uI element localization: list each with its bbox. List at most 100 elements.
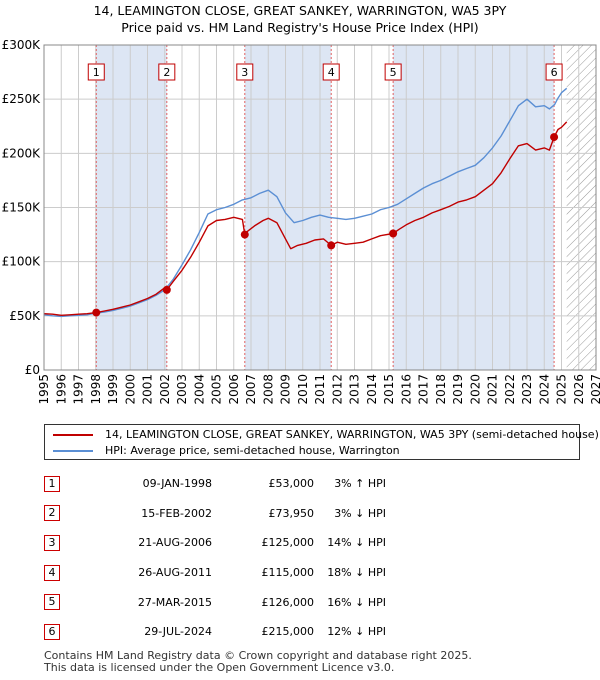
x-tick-label: 2022: [503, 374, 517, 405]
sale-marker-label: 2: [163, 66, 170, 79]
sale-hpi-diff: 12% ↓ HPI: [327, 625, 386, 639]
sale-number-badge: 5: [44, 594, 60, 611]
x-tick-label: 2016: [399, 374, 413, 405]
sale-price: £126,000: [261, 595, 315, 609]
price-chart: £0 £50K £100K £150K £200K £250K £300K 1995 1996 1…: [2, 38, 600, 405]
x-tick-label: 2012: [330, 374, 344, 405]
sales-row: 1 09-JAN-1998 £53,000 3% ↑ HPI: [44, 469, 386, 499]
sale-price: £125,000: [261, 536, 315, 550]
sale-marker-box: [384, 63, 402, 81]
y-tick-label: £200K: [2, 146, 42, 160]
footer: Contains HM Land Registry data © Crown c…: [44, 650, 472, 674]
x-tick-label: 2025: [555, 374, 569, 405]
sale-number-badge: 2: [44, 505, 60, 522]
plot-frame: [43, 44, 597, 371]
sale-price: £73,950: [268, 506, 315, 520]
x-tick-label: 2026: [572, 374, 586, 405]
x-tick-label: 2027: [589, 374, 600, 405]
chart-title: 14, LEAMINGTON CLOSE, GREAT SANKEY, WARR…: [93, 3, 507, 18]
sale-point: [550, 133, 559, 142]
sale-marker-label: 6: [551, 66, 558, 79]
legend-label-hpi: HPI: Average price, semi-detached house,…: [105, 444, 400, 457]
sales-row: 2 15-FEB-2002 £73,950 3% ↓ HPI: [44, 499, 386, 529]
x-tick-label: 1998: [89, 374, 103, 405]
x-tick-label: 2021: [486, 374, 500, 405]
x-tick-label: 2014: [365, 374, 379, 405]
y-tick-label: £300K: [2, 38, 42, 52]
sale-hpi-diff: 3% ↓ HPI: [334, 506, 386, 520]
sale-date: 29-JUL-2024: [144, 625, 212, 639]
x-tick-label: 2004: [192, 374, 206, 405]
sale-marker-box: [545, 63, 563, 81]
legend-swatch-property: [53, 434, 93, 436]
y-tick-label: £50K: [9, 309, 41, 323]
x-tick-label: 1999: [106, 374, 120, 405]
sale-marker-box: [87, 63, 105, 81]
sale-point: [92, 308, 101, 317]
chart-subtitle: Price paid vs. HM Land Registry's House …: [121, 20, 479, 35]
hpi-series-line: [43, 87, 568, 318]
sale-marker-box: [322, 63, 340, 81]
sale-number-badge: 3: [44, 534, 60, 551]
x-tick-label: 2005: [210, 374, 224, 405]
sale-hpi-diff: 16% ↓ HPI: [327, 595, 386, 609]
sale-date: 15-FEB-2002: [141, 506, 212, 520]
sale-price: £215,000: [261, 625, 315, 639]
sale-marker-label: 1: [93, 66, 100, 79]
footer-copyright: Contains HM Land Registry data © Crown c…: [44, 649, 472, 662]
y-tick-label: £250K: [2, 92, 42, 106]
x-tick-label: 2017: [417, 374, 431, 405]
sale-date: 09-JAN-1998: [142, 477, 212, 491]
x-tick-label: 2020: [468, 374, 482, 405]
sales-row: 4 26-AUG-2011 £115,000 18% ↓ HPI: [44, 558, 386, 588]
sale-number-badge: 1: [44, 475, 60, 492]
x-tick-label: 2024: [537, 374, 551, 405]
sales-table: 1 09-JAN-1998 £53,000 3% ↑ HPI 2 15-FEB-2002 £…: [44, 469, 386, 647]
sale-marker-label: 4: [328, 66, 335, 79]
x-tick-label: 2023: [520, 374, 534, 405]
footer-licence: This data is licensed under the Open Gov…: [44, 661, 395, 674]
x-tick-label: 2002: [158, 374, 172, 405]
sales-row: 5 27-MAR-2015 £126,000 16% ↓ HPI: [44, 587, 386, 617]
sale-number-badge: 4: [44, 564, 60, 581]
x-tick-label: 1997: [72, 374, 86, 405]
sale-price: £53,000: [268, 477, 315, 491]
sale-date: 21-AUG-2006: [138, 536, 212, 550]
y-tick-label: £150K: [2, 201, 42, 215]
sale-point: [327, 241, 336, 250]
sales-row: 3 21-AUG-2006 £125,000 14% ↓ HPI: [44, 528, 386, 558]
x-tick-label: 2003: [175, 374, 189, 405]
sale-hpi-diff: 3% ↑ HPI: [334, 477, 386, 491]
x-tick-label: 2009: [279, 374, 293, 405]
y-tick-label: £0: [25, 363, 40, 377]
sale-point: [389, 229, 398, 238]
sale-marker-box: [158, 63, 176, 81]
sales-row: 6 29-JUL-2024 £215,000 12% ↓ HPI: [44, 617, 386, 647]
x-tick-label: 2011: [313, 374, 327, 405]
x-tick-label: 2008: [261, 374, 275, 405]
sale-hpi-diff: 18% ↓ HPI: [327, 566, 386, 580]
chart-legend: 14, LEAMINGTON CLOSE, GREAT SANKEY, WARR…: [44, 424, 599, 460]
x-tick-label: 2013: [348, 374, 362, 405]
sale-point: [162, 285, 171, 294]
x-tick-label: 1995: [37, 374, 51, 405]
x-tick-label: 1996: [54, 374, 68, 405]
sale-point: [240, 230, 249, 239]
sale-marker-label: 3: [241, 66, 248, 79]
sale-price: £115,000: [261, 566, 315, 580]
x-tick-label: 2000: [123, 374, 137, 405]
sale-number-badge: 6: [44, 623, 60, 640]
sale-date: 26-AUG-2011: [138, 566, 212, 580]
legend-label-property: 14, LEAMINGTON CLOSE, GREAT SANKEY, WARR…: [105, 428, 599, 441]
legend-swatch-hpi: [53, 450, 93, 452]
property-series-line: [43, 121, 568, 316]
x-tick-label: 2006: [227, 374, 241, 405]
sale-marker-label: 5: [390, 66, 397, 79]
sale-date: 27-MAR-2015: [137, 595, 212, 609]
x-tick-label: 2007: [244, 374, 258, 405]
y-tick-label: £100K: [2, 255, 42, 269]
x-tick-label: 2001: [141, 374, 155, 405]
x-tick-label: 2010: [296, 374, 310, 405]
x-tick-label: 2018: [434, 374, 448, 405]
x-tick-label: 2015: [382, 374, 396, 405]
